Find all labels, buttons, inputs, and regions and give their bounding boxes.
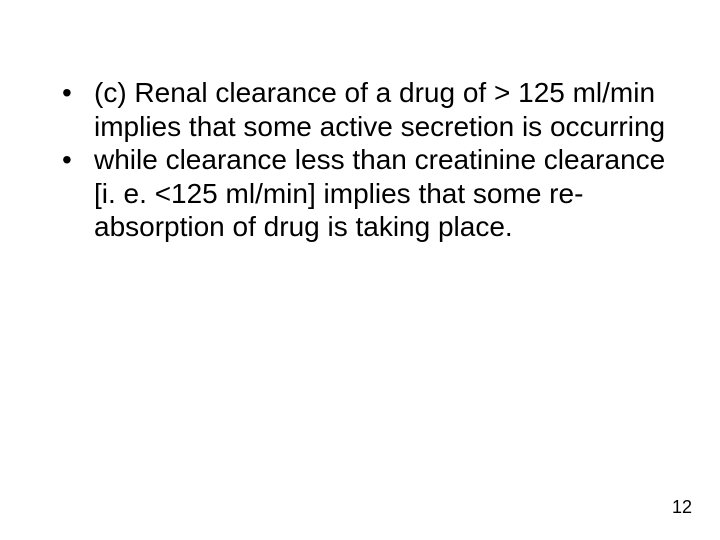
bullet-list: (c) Renal clearance of a drug of > 125 m… [54, 76, 666, 244]
page-number: 12 [672, 497, 692, 518]
slide: (c) Renal clearance of a drug of > 125 m… [0, 0, 720, 540]
list-item: (c) Renal clearance of a drug of > 125 m… [54, 76, 666, 143]
bullet-text: while clearance less than creatinine cle… [94, 144, 665, 242]
bullet-text: (c) Renal clearance of a drug of > 125 m… [94, 77, 665, 142]
list-item: while clearance less than creatinine cle… [54, 143, 666, 244]
